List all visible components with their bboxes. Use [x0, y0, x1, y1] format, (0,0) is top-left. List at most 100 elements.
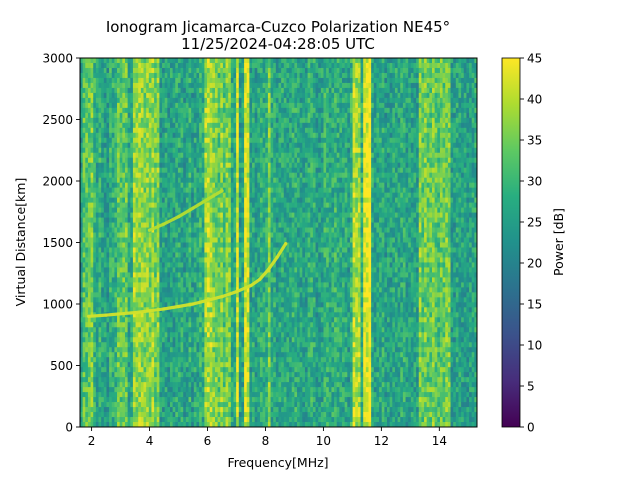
heatmap-cell [177, 422, 181, 427]
heatmap-cell [135, 62, 139, 69]
heatmap-cell [191, 377, 195, 383]
heatmap-cell [90, 377, 94, 383]
heatmap-cell [124, 292, 129, 298]
heatmap-cell [80, 112, 84, 119]
heatmap-cell [241, 207, 245, 213]
heatmap-cell [101, 367, 105, 373]
heatmap-cell [80, 417, 84, 423]
heatmap-cell [175, 282, 179, 288]
heatmap-cell [230, 307, 234, 313]
heatmap-cell [162, 152, 166, 159]
heatmap-cell [191, 92, 195, 99]
heatmap-cell [244, 157, 248, 164]
heatmap-cell [207, 407, 211, 413]
heatmap-cell [183, 217, 187, 223]
heatmap-cell [212, 147, 216, 154]
heatmap-cell [90, 127, 94, 134]
heatmap-cell [191, 412, 195, 418]
heatmap-cell [246, 257, 250, 263]
heatmap-cell [87, 342, 91, 348]
heatmap-cell [177, 282, 181, 288]
heatmap-cell [193, 267, 197, 273]
heatmap-cell [228, 222, 232, 228]
heatmap-cell [127, 307, 131, 313]
heatmap-cell [212, 182, 216, 189]
heatmap-cell [159, 117, 163, 124]
heatmap-cell [249, 227, 253, 233]
heatmap-cell [132, 417, 136, 423]
heatmap-cell [130, 332, 134, 338]
heatmap-cell [193, 82, 197, 89]
heatmap-cell [146, 402, 150, 408]
heatmap-cell [132, 197, 136, 204]
heatmap-cell [241, 107, 245, 114]
heatmap-cell [252, 82, 256, 89]
heatmap-cell [95, 277, 99, 283]
heatmap-cell [207, 277, 211, 283]
heatmap-cell [159, 137, 163, 144]
heatmap-cell [177, 377, 181, 383]
heatmap-cell [80, 152, 84, 159]
heatmap-cell [209, 97, 213, 104]
heatmap-cell [220, 167, 224, 174]
heatmap-cell [196, 162, 200, 169]
heatmap-cell [204, 87, 208, 94]
heatmap-cell [130, 177, 134, 184]
heatmap-cell [220, 142, 224, 149]
heatmap-cell [249, 262, 253, 268]
heatmap-cell [257, 152, 261, 159]
heatmap-cell [135, 187, 139, 194]
heatmap-cell [236, 422, 240, 427]
heatmap-cell [124, 417, 129, 423]
heatmap-cell [151, 407, 155, 413]
heatmap-cell [222, 107, 226, 114]
heatmap-cell [156, 317, 160, 323]
heatmap-cell [220, 102, 224, 109]
heatmap-cell [249, 87, 253, 94]
heatmap-cell [191, 352, 195, 358]
heatmap-cell [209, 242, 213, 248]
heatmap-cell [111, 107, 115, 114]
heatmap-cell [130, 72, 134, 79]
heatmap-cell [209, 202, 213, 208]
heatmap-cell [114, 202, 118, 208]
heatmap-cell [162, 147, 166, 154]
heatmap-cell [119, 192, 123, 199]
heatmap-cell [148, 387, 152, 393]
heatmap-cell [140, 347, 144, 353]
heatmap-cell [143, 402, 147, 408]
heatmap-cell [199, 217, 203, 223]
heatmap-cell [119, 237, 123, 243]
heatmap-cell [127, 302, 131, 308]
heatmap-cell [82, 97, 86, 104]
heatmap-cell [154, 62, 158, 69]
heatmap-cell [98, 112, 102, 119]
heatmap-cell [212, 282, 216, 288]
heatmap-cell [93, 212, 97, 218]
heatmap-cell [172, 422, 176, 427]
heatmap-cell [138, 137, 142, 144]
heatmap-cell [175, 87, 179, 94]
heatmap-cell [225, 262, 229, 268]
heatmap-cell [122, 317, 126, 323]
heatmap-cell [217, 62, 221, 69]
heatmap-cell [109, 267, 113, 273]
heatmap-cell [82, 217, 86, 223]
heatmap-cell [138, 337, 142, 343]
heatmap-cell [114, 117, 118, 124]
heatmap-cell [246, 247, 250, 253]
heatmap-cell [236, 272, 240, 278]
heatmap-cell [246, 62, 250, 69]
heatmap-cell [111, 392, 115, 398]
heatmap-cell [93, 232, 97, 238]
heatmap-cell [156, 157, 160, 164]
heatmap-cell [172, 202, 176, 208]
heatmap-cell [101, 297, 105, 303]
heatmap-cell [244, 182, 248, 189]
heatmap-cell [117, 257, 121, 263]
heatmap-cell [209, 102, 213, 109]
heatmap-cell [143, 257, 147, 263]
heatmap-cell [177, 92, 181, 99]
heatmap-cell [209, 332, 213, 338]
